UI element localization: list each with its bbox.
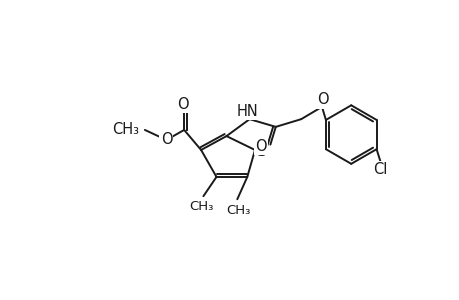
Text: O: O	[177, 97, 189, 112]
Text: CH₃: CH₃	[189, 200, 213, 213]
Text: CH₃: CH₃	[112, 122, 139, 137]
Text: O: O	[160, 132, 172, 147]
Text: O: O	[316, 92, 328, 107]
Text: CH₃: CH₃	[226, 203, 251, 217]
Text: S: S	[256, 144, 266, 159]
Text: HN: HN	[236, 104, 257, 119]
Text: Cl: Cl	[372, 162, 387, 177]
Text: O: O	[255, 139, 266, 154]
